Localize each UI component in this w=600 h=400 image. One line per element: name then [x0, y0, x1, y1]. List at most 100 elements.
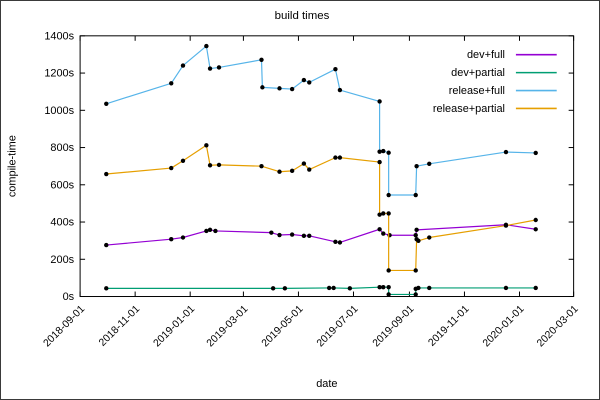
series-point-release-full: [386, 192, 391, 198]
series-point-dev-full: [213, 228, 218, 234]
series-point-release-full: [337, 87, 343, 93]
series-point-release-partial: [386, 211, 391, 216]
x-tick-label: 2018-09-01: [42, 304, 88, 350]
legend-item-release-partial: release+partial: [433, 103, 557, 115]
series-point-dev-full: [414, 227, 419, 233]
series-point-release-full: [381, 148, 386, 154]
x-axis-label: date: [316, 378, 337, 390]
series-point-dev-partial: [386, 292, 391, 297]
series-point-dev-partial: [347, 286, 353, 291]
y-tick-label: 600s: [50, 179, 74, 191]
series-point-release-full: [301, 77, 307, 83]
series-point-release-full: [503, 149, 509, 155]
legend-item-dev-partial: dev+partial: [451, 67, 557, 79]
series-point-release-full: [277, 86, 282, 91]
series-point-dev-full: [104, 242, 109, 248]
series-point-dev-partial: [533, 285, 538, 291]
series-point-dev-partial: [326, 285, 332, 291]
series-point-release-full: [169, 81, 174, 86]
series-point-release-partial: [533, 217, 538, 223]
series-point-release-partial: [413, 268, 418, 273]
series-point-dev-partial: [377, 284, 382, 290]
series-point-release-partial: [277, 169, 282, 174]
series-point-release-partial: [416, 238, 421, 243]
series-point-release-partial: [180, 158, 186, 163]
series-point-dev-full: [180, 235, 186, 240]
series-point-dev-full: [301, 233, 307, 239]
series-point-dev-partial: [282, 286, 288, 291]
series-point-release-full: [104, 101, 109, 106]
series-point-dev-partial: [427, 285, 432, 291]
series-point-dev-full: [307, 233, 312, 239]
series-point-release-full: [414, 163, 419, 169]
legend-label: dev+partial: [451, 67, 505, 79]
series-point-dev-full: [169, 237, 174, 242]
series-point-dev-full: [269, 230, 274, 235]
series-point-release-partial: [259, 163, 264, 169]
series-point-release-full: [427, 161, 432, 166]
series-point-dev-full: [381, 231, 386, 236]
series-point-release-partial: [503, 223, 509, 228]
series-point-release-partial: [381, 211, 386, 216]
series-point-dev-partial: [270, 286, 276, 291]
series-point-release-full: [180, 63, 186, 68]
series-point-release-partial: [377, 212, 382, 217]
x-tick-label: 2019-01-01: [152, 304, 198, 350]
series-point-release-partial: [307, 167, 312, 172]
y-tick-label: 1200s: [44, 68, 74, 80]
y-tick-label: 1400s: [44, 30, 74, 42]
series-point-dev-full: [377, 227, 382, 232]
legend-item-dev-full: dev+full: [467, 49, 557, 61]
x-tick-label: 2019-11-01: [427, 304, 472, 349]
legend-item-release-full: release+full: [449, 85, 557, 97]
series-point-release-partial: [386, 268, 391, 273]
x-tick-label: 2019-03-01: [205, 304, 251, 350]
y-tick-label: 0s: [63, 291, 75, 303]
y-tick-label: 1000s: [44, 105, 74, 117]
series-point-dev-full: [289, 232, 295, 237]
y-tick-label: 200s: [50, 254, 74, 266]
series-line-dev-partial: [106, 286, 536, 296]
series-point-release-partial: [337, 155, 343, 160]
series-point-release-partial: [169, 165, 174, 171]
series-point-dev-full: [533, 227, 538, 232]
series-point-dev-partial: [381, 284, 386, 290]
series-point-release-full: [533, 150, 538, 156]
series-point-dev-full: [207, 227, 213, 233]
x-tick-label: 2020-01-01: [481, 304, 527, 350]
series-point-dev-partial: [104, 286, 109, 291]
series-point-release-partial: [104, 171, 109, 177]
series-line-dev-full: [106, 224, 536, 246]
series-point-release-partial: [427, 235, 432, 240]
series-point-release-partial: [301, 161, 307, 166]
series-point-dev-partial: [331, 285, 336, 291]
series-point-release-full: [333, 66, 338, 72]
series-point-release-partial: [333, 155, 338, 160]
series-point-dev-full: [387, 233, 392, 238]
y-tick-label: 800s: [50, 142, 74, 154]
series-point-release-partial: [204, 143, 209, 148]
series-point-dev-full: [333, 239, 338, 244]
series-point-release-full: [259, 57, 264, 62]
series-point-dev-partial: [413, 292, 418, 297]
series-point-dev-partial: [416, 285, 421, 291]
x-tick-label: 2018-11-01: [97, 304, 142, 349]
plot-border: [79, 35, 575, 298]
chart-title: build times: [275, 10, 330, 22]
series-point-release-partial: [289, 168, 295, 174]
x-tick-label: 2020-03-01: [535, 304, 581, 350]
series-point-release-partial: [216, 162, 222, 168]
series-point-dev-full: [204, 228, 209, 234]
series-point-dev-full: [277, 232, 282, 238]
plot-area: 2018-09-01 2018-11-01 2019-01-01 2019-03-01…: [42, 30, 581, 349]
legend-label: release+full: [449, 85, 505, 97]
series-point-dev-partial: [503, 285, 509, 291]
series-point-release-full: [289, 86, 295, 92]
x-tick-label: 2019-09-01: [371, 304, 417, 350]
series-line-release-full: [106, 45, 536, 196]
y-axis-label: compile-time: [6, 135, 18, 197]
series-point-release-full: [216, 65, 222, 70]
legend-label: release+partial: [433, 103, 505, 115]
series-point-release-partial: [207, 163, 213, 168]
